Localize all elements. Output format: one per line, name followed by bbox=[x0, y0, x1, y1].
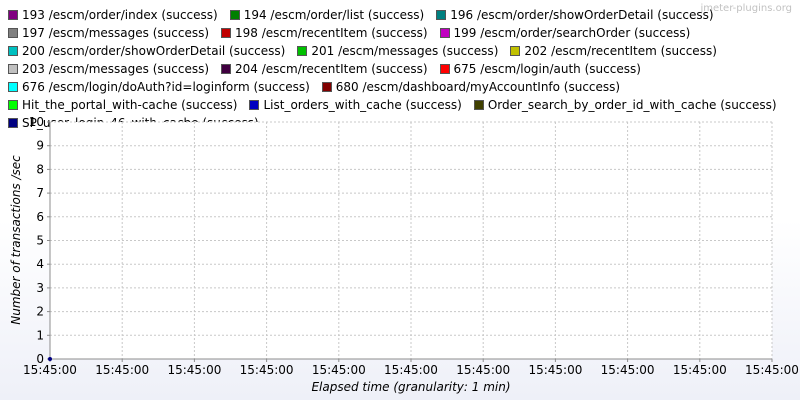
data-points bbox=[48, 357, 52, 361]
x-tick-label: 15:45:00 bbox=[673, 363, 727, 377]
y-tick-label: 5 bbox=[36, 234, 44, 248]
legend-item: 203 /escm/messages (success) bbox=[8, 62, 209, 76]
y-tick-label: 8 bbox=[36, 162, 44, 176]
y-tick-label: 0 bbox=[36, 352, 44, 366]
x-tick-labels: 15:45:00 15:45:00 15:45:00 15:45:00 15:45:00… bbox=[23, 359, 799, 377]
x-axis-title: Elapsed time (granularity: 1 min) bbox=[311, 380, 510, 394]
x-tick-label: 15:45:00 bbox=[312, 363, 366, 377]
legend-item: Hit_the_portal_with-cache (success) bbox=[8, 98, 237, 112]
legend-item: 193 /escm/order/index (success) bbox=[8, 8, 218, 22]
y-tick-label: 3 bbox=[36, 281, 44, 295]
legend-label: 200 /escm/order/showOrderDetail (success… bbox=[22, 44, 286, 58]
x-tick-label: 15:45:00 bbox=[384, 363, 438, 377]
x-tick-label: 15:45:00 bbox=[745, 363, 799, 377]
x-tick-label: 15:45:00 bbox=[601, 363, 655, 377]
legend-item: 198 /escm/recentItem (success) bbox=[221, 26, 428, 40]
legend-item: 204 /escm/recentItem (success) bbox=[221, 62, 428, 76]
x-tick-label: 15:45:00 bbox=[528, 363, 582, 377]
legend-swatch bbox=[8, 100, 18, 110]
grid bbox=[50, 121, 773, 359]
legend-label: 198 /escm/recentItem (success) bbox=[235, 26, 428, 40]
legend-swatch bbox=[439, 28, 450, 38]
legend-swatch bbox=[436, 10, 447, 20]
legend-swatch bbox=[8, 64, 18, 74]
legend-label: 194 /escm/order/list (success) bbox=[243, 8, 425, 22]
legend-swatch bbox=[8, 28, 18, 38]
legend-label: 680 /escm/dashboard/myAccountInfo (succe… bbox=[335, 80, 621, 94]
legend-item: 680 /escm/dashboard/myAccountInfo (succe… bbox=[321, 80, 621, 94]
legend-item: List_orders_with_cache (success) bbox=[249, 98, 462, 112]
legend-item: 201 /escm/messages (success) bbox=[297, 44, 498, 58]
watermark: jmeter-plugins.org bbox=[700, 3, 792, 14]
legend-item: 675 /escm/login/auth (success) bbox=[439, 62, 641, 76]
y-tick-label: 6 bbox=[36, 210, 44, 224]
y-tick-labels: 0 1 2 3 4 5 6 7 8 9 10 bbox=[29, 115, 50, 366]
y-tick-label: 2 bbox=[36, 305, 44, 319]
legend-label: 201 /escm/messages (success) bbox=[311, 44, 499, 58]
y-tick-label: 4 bbox=[36, 257, 44, 271]
legend-item: 196 /escm/order/showOrderDetail (success… bbox=[436, 8, 714, 22]
legend-label: Hit_the_portal_with-cache (success) bbox=[22, 98, 238, 112]
y-tick-label: 10 bbox=[29, 115, 44, 129]
legend-label: 202 /escm/recentItem (success) bbox=[524, 44, 717, 58]
legend-label: 676 /escm/login/doAuth?id=loginform (suc… bbox=[22, 80, 310, 94]
legend-swatch bbox=[321, 82, 332, 92]
legend-swatch bbox=[439, 64, 450, 74]
legend-swatch bbox=[297, 46, 308, 56]
legend-label: 197 /escm/messages (success) bbox=[22, 26, 210, 40]
legend-item: 199 /escm/order/searchOrder (success) bbox=[439, 26, 691, 40]
legend-swatch bbox=[510, 46, 521, 56]
legend-label: 193 /escm/order/index (success) bbox=[22, 8, 218, 22]
x-tick-label: 15:45:00 bbox=[23, 363, 77, 377]
legend-item: 197 /escm/messages (success) bbox=[8, 26, 209, 40]
legend-swatch bbox=[8, 46, 18, 56]
legend-label: 675 /escm/login/auth (success) bbox=[453, 62, 641, 76]
legend-swatch bbox=[8, 118, 18, 128]
legend-label: 199 /escm/order/searchOrder (success) bbox=[453, 26, 691, 40]
legend-swatch bbox=[8, 82, 18, 92]
legend-swatch bbox=[249, 100, 260, 110]
legend-label: List_orders_with_cache (success) bbox=[263, 98, 462, 112]
legend-label: 196 /escm/order/showOrderDetail (success… bbox=[450, 8, 714, 22]
y-tick-label: 7 bbox=[36, 186, 44, 200]
legend-label: Order_search_by_order_id_with_cache (suc… bbox=[487, 98, 777, 112]
legend-swatch bbox=[221, 28, 232, 38]
x-tick-label: 15:45:00 bbox=[240, 363, 294, 377]
x-tick-label: 15:45:00 bbox=[167, 363, 221, 377]
x-tick-label: 15:45:00 bbox=[95, 363, 149, 377]
legend-swatch bbox=[229, 10, 240, 20]
x-tick-label: 15:45:00 bbox=[456, 363, 510, 377]
y-tick-label: 9 bbox=[36, 139, 44, 153]
legend-swatch bbox=[473, 100, 484, 110]
legend-swatch bbox=[221, 64, 232, 74]
legend-item: 200 /escm/order/showOrderDetail (success… bbox=[8, 44, 285, 58]
legend-item: Order_search_by_order_id_with_cache (suc… bbox=[473, 98, 777, 112]
legend-item: 676 /escm/login/doAuth?id=loginform (suc… bbox=[8, 80, 310, 94]
y-axis-title: Number of transactions /sec bbox=[9, 155, 23, 325]
data-point bbox=[48, 357, 52, 361]
legend-item: 194 /escm/order/list (success) bbox=[229, 8, 425, 22]
y-tick-label: 1 bbox=[36, 328, 44, 342]
legend-swatch bbox=[8, 10, 18, 20]
legend-item: 202 /escm/recentItem (success) bbox=[510, 44, 717, 58]
legend-label: 203 /escm/messages (success) bbox=[22, 62, 210, 76]
legend-label: 204 /escm/recentItem (success) bbox=[235, 62, 428, 76]
